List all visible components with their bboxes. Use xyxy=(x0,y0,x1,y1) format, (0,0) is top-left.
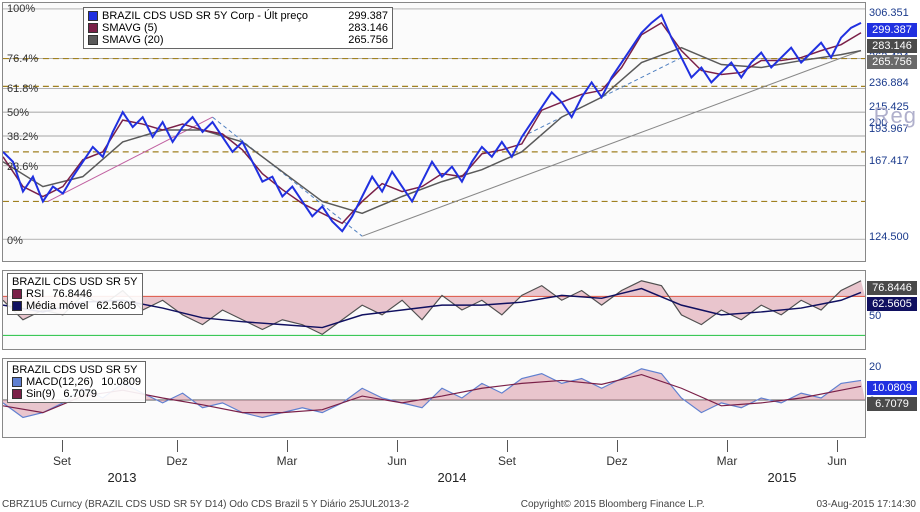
value-badge: 6.7079 xyxy=(867,397,917,411)
sin-swatch xyxy=(12,389,22,399)
fib-label: 38.2% xyxy=(7,131,38,143)
rsi-legend: BRAZIL CDS USD SR 5Y RSI 76.8446 Média m… xyxy=(7,273,143,315)
month-label: Mar xyxy=(717,454,738,468)
month-label: Jun xyxy=(387,454,406,468)
sin-value: 6.7079 xyxy=(63,388,97,400)
price-axis-label: 167.417 xyxy=(869,155,915,167)
footer-left: CBRZ1U5 Curncy (BRAZIL CDS USD SR 5Y D14… xyxy=(2,499,409,510)
fib-label: 23.6% xyxy=(7,161,38,173)
macd-value: 10.0809 xyxy=(101,376,141,388)
rsi-axis-label: 50 xyxy=(869,310,915,322)
month-label: Dez xyxy=(166,454,187,468)
macd-title: BRAZIL CDS USD SR 5Y xyxy=(12,364,141,376)
main-series-value: 299.387 xyxy=(328,10,388,22)
value-badge: 283.146 xyxy=(867,39,917,53)
rsi-panel[interactable]: BRAZIL CDS USD SR 5Y RSI 76.8446 Média m… xyxy=(2,270,866,350)
rsi-label: RSI xyxy=(26,288,44,300)
value-badge: 10.0809 xyxy=(867,381,917,395)
time-axis: Set Dez Mar Jun Set Dez Mar Jun 2013 2014 2015 xyxy=(2,440,866,490)
rsi-ma-swatch xyxy=(12,301,22,311)
fib-label: 50% xyxy=(7,107,29,119)
main-series-label: BRAZIL CDS USD SR 5Y Corp - Últ preço xyxy=(102,10,324,22)
rsi-title: BRAZIL CDS USD SR 5Y xyxy=(12,276,138,288)
month-label: Jun xyxy=(827,454,846,468)
macd-legend: BRAZIL CDS USD SR 5Y MACD(12,26) 10.0809… xyxy=(7,361,146,403)
rsi-swatch xyxy=(12,289,22,299)
year-label: 2014 xyxy=(438,470,467,485)
sma20-label: SMAVG (20) xyxy=(102,34,324,46)
footer-center: Copyright© 2015 Bloomberg Finance L.P. xyxy=(521,499,705,510)
value-badge: 299.387 xyxy=(867,23,917,37)
value-badge: 62.5605 xyxy=(867,297,917,311)
main-swatch xyxy=(88,11,98,21)
value-badge: 265.756 xyxy=(867,55,917,69)
sma20-value: 265.756 xyxy=(328,34,388,46)
rsi-ma-label: Média móvel xyxy=(26,300,88,312)
macd-axis-label: 20 xyxy=(869,361,915,373)
price-chart-panel[interactable]: BRAZIL CDS USD SR 5Y Corp - Últ preço 29… xyxy=(2,2,866,262)
fib-label: 100% xyxy=(7,3,35,15)
macd-label: MACD(12,26) xyxy=(26,376,93,388)
month-label: Dez xyxy=(606,454,627,468)
sma20-swatch xyxy=(88,35,98,45)
sin-label: Sin(9) xyxy=(26,388,55,400)
price-axis-label: 124.500 xyxy=(869,231,915,243)
fib-label: 0% xyxy=(7,235,23,247)
month-label: Set xyxy=(53,454,71,468)
price-legend: BRAZIL CDS USD SR 5Y Corp - Últ preço 29… xyxy=(83,7,393,49)
year-label: 2015 xyxy=(768,470,797,485)
fib-label: 61.8% xyxy=(7,83,38,95)
value-badge: 76.8446 xyxy=(867,281,917,295)
sma5-swatch xyxy=(88,23,98,33)
year-label: 2013 xyxy=(108,470,137,485)
price-axis-label: 306.351 xyxy=(869,7,915,19)
price-axis-label: 236.884 xyxy=(869,77,915,89)
rsi-value: 76.8446 xyxy=(52,288,92,300)
macd-panel[interactable]: BRAZIL CDS USD SR 5Y MACD(12,26) 10.0809… xyxy=(2,358,866,438)
month-label: Set xyxy=(498,454,516,468)
month-label: Mar xyxy=(277,454,298,468)
footer-bar: CBRZ1U5 Curncy (BRAZIL CDS USD SR 5Y D14… xyxy=(2,499,916,510)
macd-swatch xyxy=(12,377,22,387)
rsi-ma-value: 62.5605 xyxy=(96,300,136,312)
fib-label: 76.4% xyxy=(7,53,38,65)
reg-label: Reg xyxy=(874,103,917,129)
sma5-value: 283.146 xyxy=(328,22,388,34)
footer-right: 03-Aug-2015 17:14:30 xyxy=(816,499,916,510)
sma5-label: SMAVG (5) xyxy=(102,22,324,34)
